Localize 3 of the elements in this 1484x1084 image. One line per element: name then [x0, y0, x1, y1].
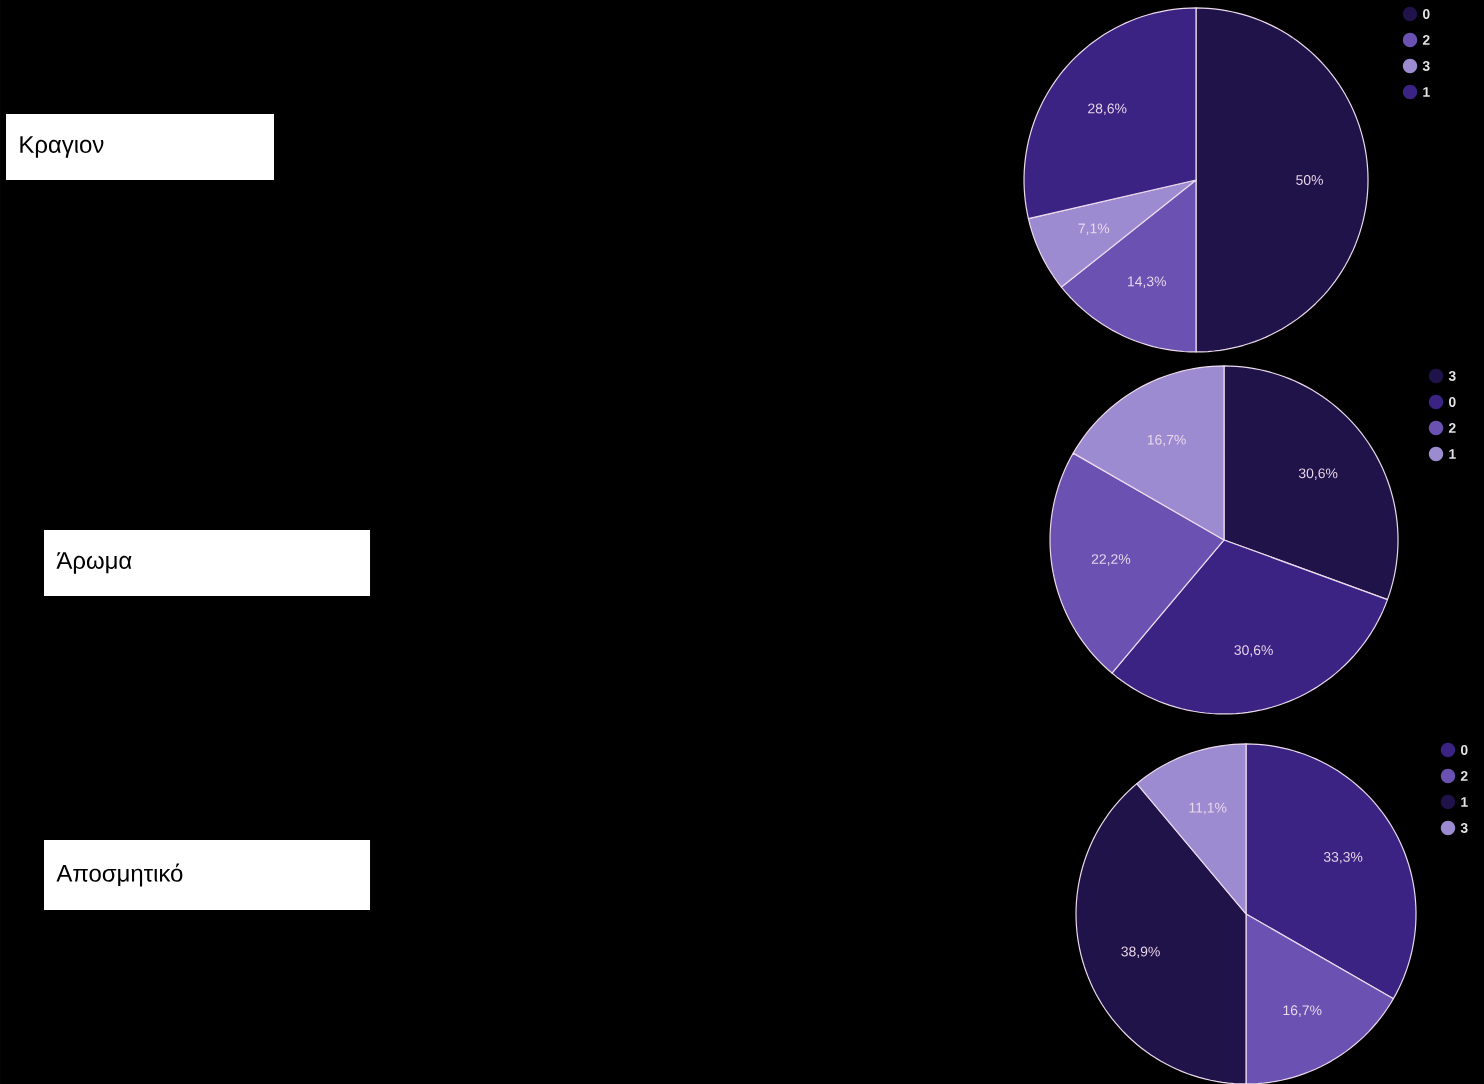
text: Αποσμητικό: [56, 863, 183, 887]
text: Άρωμα: [56, 552, 132, 574]
text: Κραγιον: [20, 136, 104, 158]
